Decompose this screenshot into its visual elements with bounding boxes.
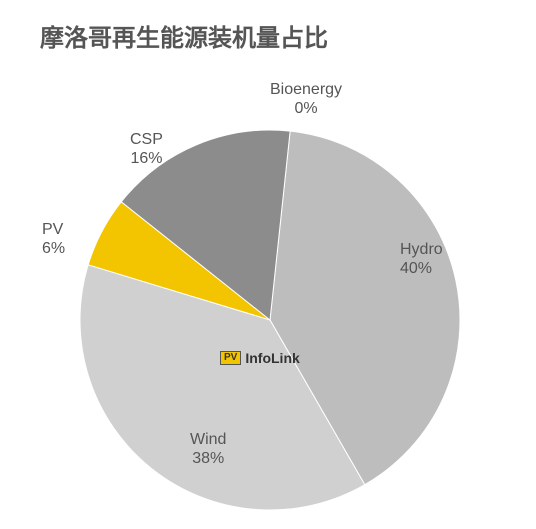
slice-label-hydro: Hydro 40%	[400, 240, 443, 278]
slice-label-bioenergy: Bioenergy 0%	[270, 80, 342, 118]
watermark-text: InfoLink	[245, 350, 299, 366]
slice-label-csp: CSP 16%	[130, 130, 163, 168]
watermark: PV InfoLink	[220, 350, 300, 366]
slice-label-wind: Wind 38%	[190, 430, 226, 468]
chart-title: 摩洛哥再生能源装机量占比	[40, 18, 328, 53]
pie-svg	[0, 60, 536, 520]
watermark-badge: PV	[220, 351, 241, 365]
slice-label-pv: PV 6%	[42, 220, 65, 258]
pie-chart: Bioenergy 0% Hydro 40% Wind 38% PV 6% CSP 16…	[0, 60, 536, 520]
